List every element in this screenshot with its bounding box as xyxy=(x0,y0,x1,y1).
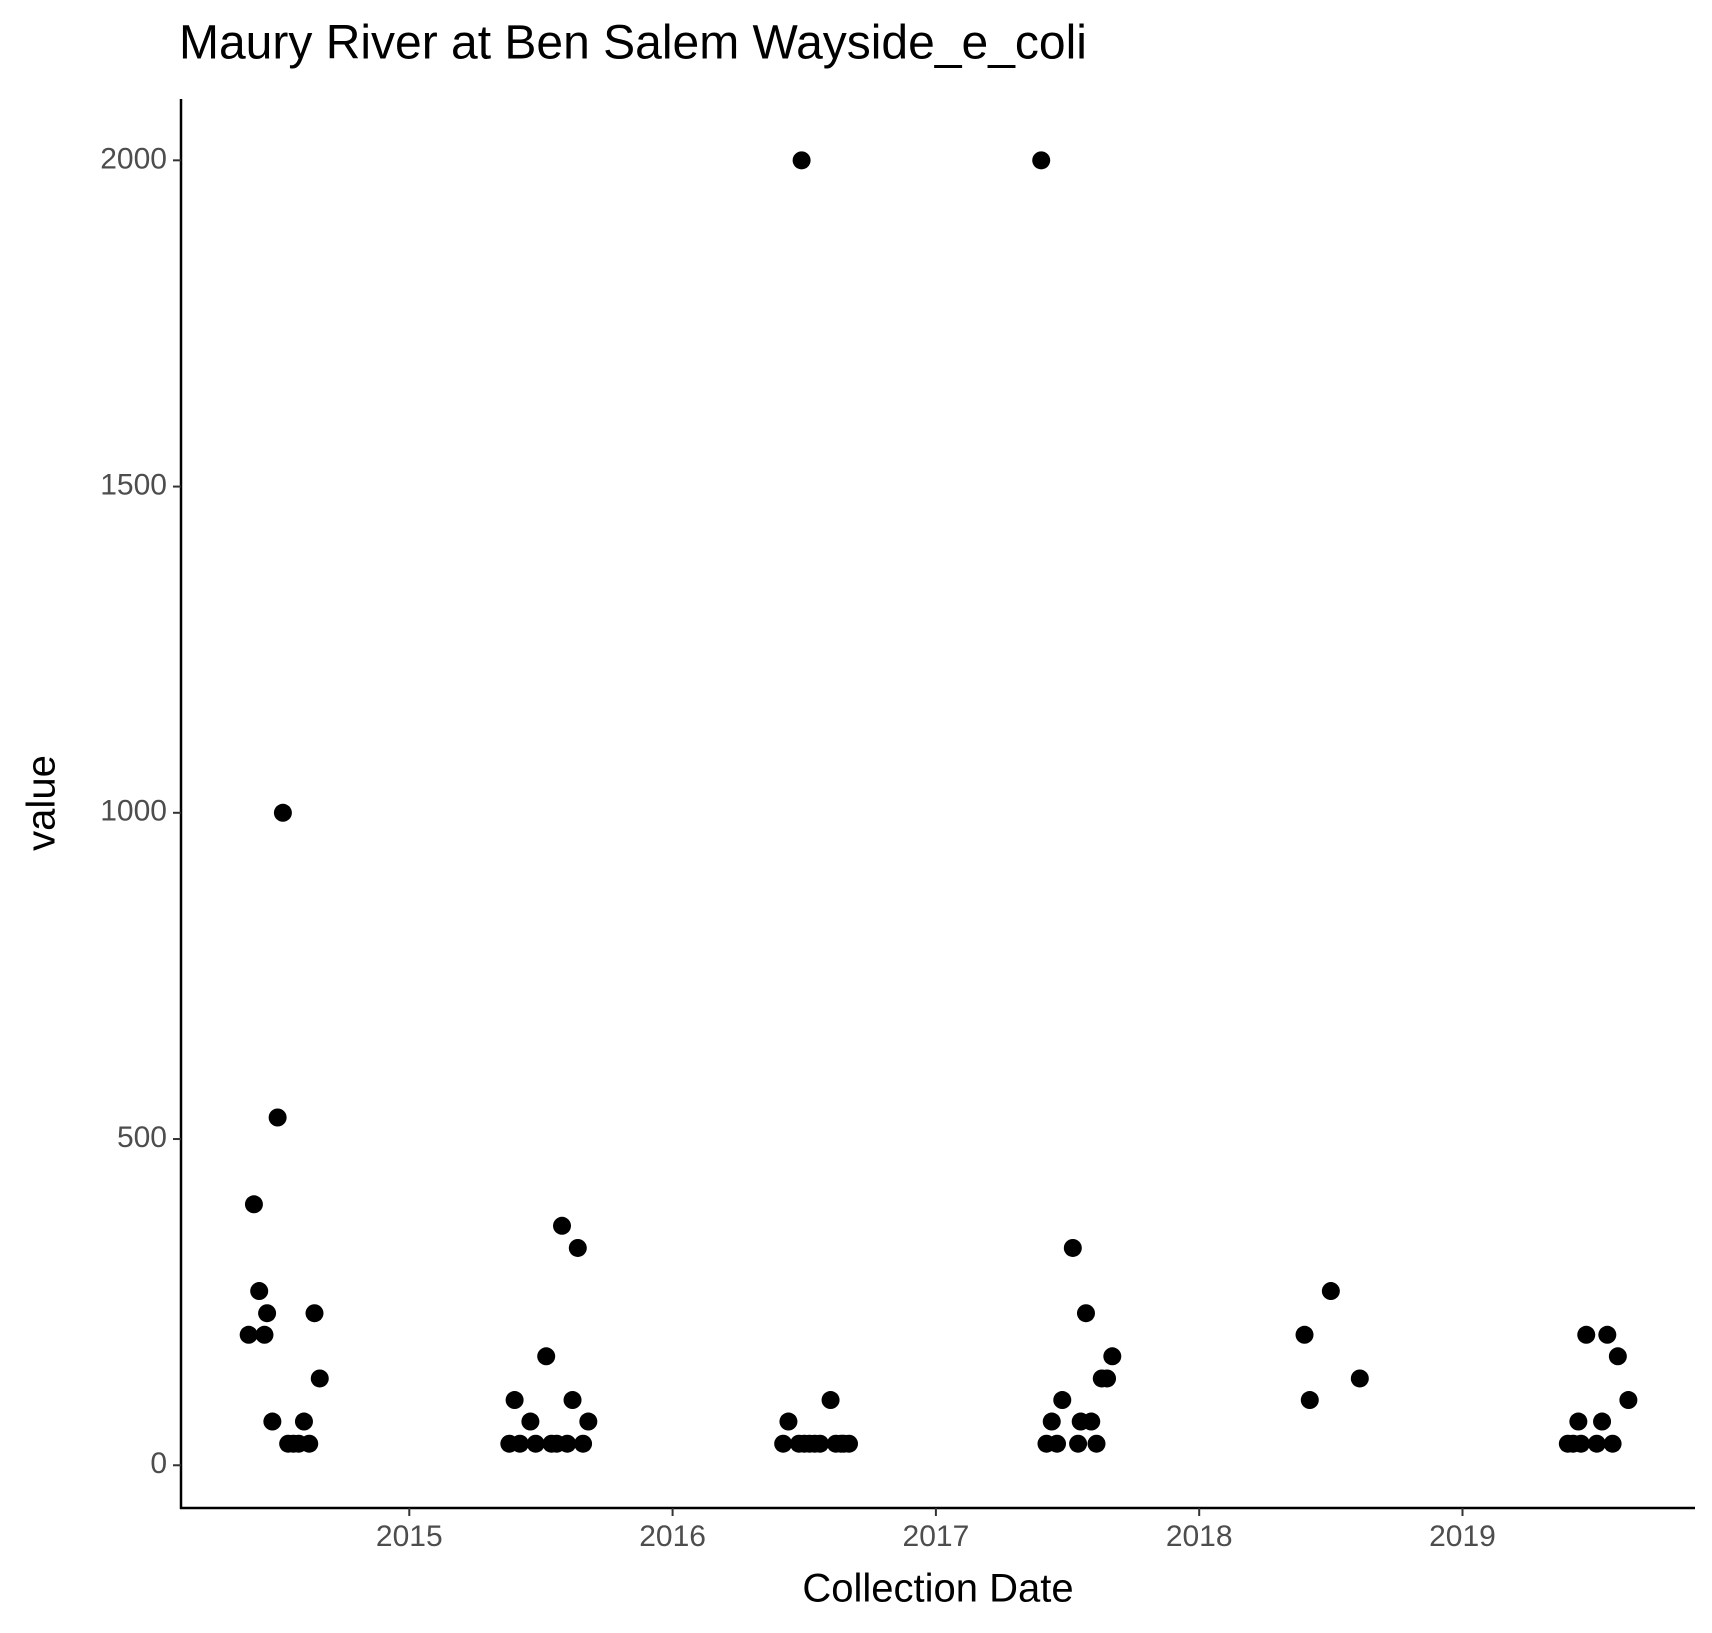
point xyxy=(553,1216,572,1235)
point xyxy=(558,1434,577,1453)
x-tick-label: 2019 xyxy=(1429,1520,1496,1553)
x-tick-label: 2016 xyxy=(639,1520,706,1553)
point xyxy=(1321,1282,1340,1301)
chart-title: Maury River at Ben Salem Wayside_e_coli xyxy=(179,17,1087,70)
y-tick-label: 500 xyxy=(117,1121,167,1154)
point xyxy=(1593,1412,1612,1431)
x-tick-label: 2017 xyxy=(903,1520,970,1553)
point xyxy=(310,1369,329,1388)
point xyxy=(1608,1347,1627,1366)
point xyxy=(1619,1391,1638,1410)
point xyxy=(300,1434,319,1453)
point xyxy=(1076,1304,1095,1323)
y-tick-label: 1500 xyxy=(100,468,167,501)
point xyxy=(1048,1434,1067,1453)
point xyxy=(268,1108,287,1127)
point xyxy=(1053,1391,1072,1410)
point xyxy=(774,1434,793,1453)
point xyxy=(521,1412,540,1431)
point xyxy=(1098,1369,1117,1388)
point xyxy=(263,1412,282,1431)
x-axis-title: Collection Date xyxy=(802,1567,1073,1611)
point xyxy=(258,1304,277,1323)
y-tick-label: 2000 xyxy=(100,142,167,175)
point xyxy=(1295,1325,1314,1344)
y-tick-label: 0 xyxy=(150,1447,167,1480)
point xyxy=(568,1238,587,1257)
point xyxy=(255,1325,274,1344)
point xyxy=(1571,1434,1590,1453)
point xyxy=(1350,1369,1369,1388)
point xyxy=(1577,1325,1596,1344)
point xyxy=(1063,1238,1082,1257)
point xyxy=(1087,1434,1106,1453)
point xyxy=(537,1347,556,1366)
point xyxy=(505,1391,524,1410)
point xyxy=(294,1412,313,1431)
point xyxy=(1587,1434,1606,1453)
y-tick-label: 1000 xyxy=(100,795,167,828)
point xyxy=(244,1195,263,1214)
point xyxy=(579,1412,598,1431)
point xyxy=(821,1391,840,1410)
point xyxy=(792,151,811,170)
point xyxy=(1032,151,1051,170)
point xyxy=(1103,1347,1122,1366)
point xyxy=(239,1325,258,1344)
point xyxy=(1603,1434,1622,1453)
y-axis-title: value xyxy=(20,755,64,851)
point xyxy=(305,1304,324,1323)
x-tick-label: 2018 xyxy=(1166,1520,1233,1553)
point xyxy=(811,1434,830,1453)
point xyxy=(273,803,292,822)
point xyxy=(250,1282,269,1301)
point xyxy=(563,1391,582,1410)
point xyxy=(779,1412,798,1431)
point xyxy=(510,1434,529,1453)
point xyxy=(1598,1325,1617,1344)
point xyxy=(1082,1412,1101,1431)
point xyxy=(840,1434,859,1453)
point xyxy=(1300,1391,1319,1410)
point xyxy=(1042,1412,1061,1431)
point xyxy=(526,1434,545,1453)
point xyxy=(1569,1412,1588,1431)
point xyxy=(574,1434,593,1453)
x-tick-label: 2015 xyxy=(376,1520,443,1553)
point xyxy=(1069,1434,1088,1453)
